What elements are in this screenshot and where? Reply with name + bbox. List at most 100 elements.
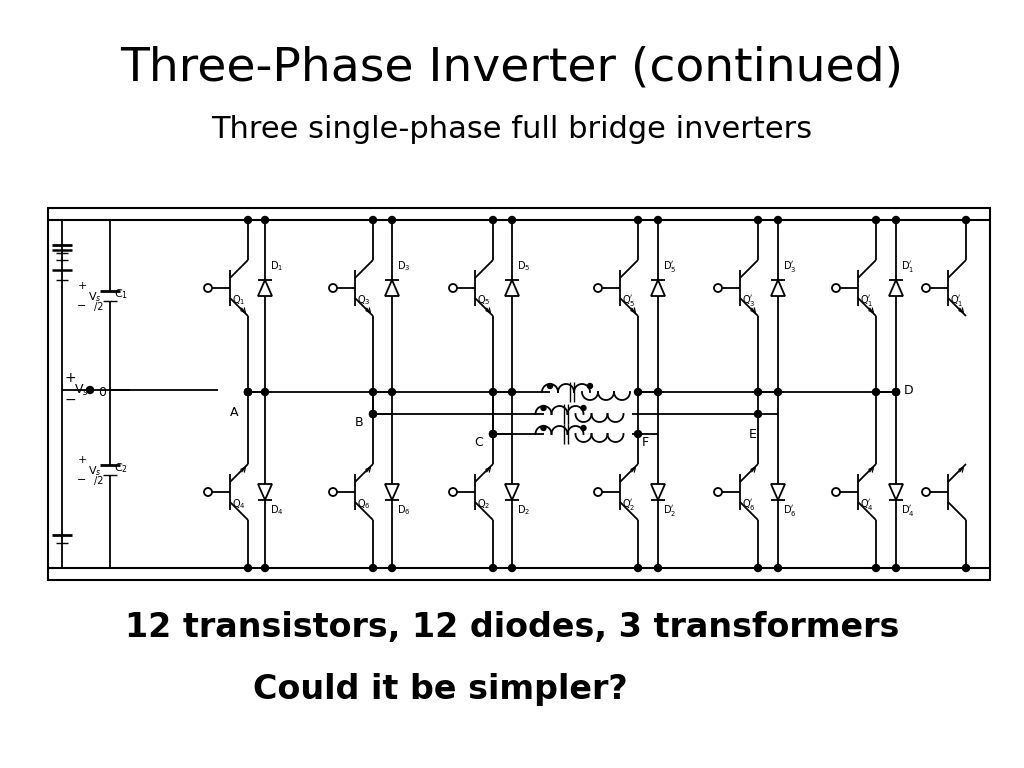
Text: D$_6$: D$_6$: [397, 503, 411, 517]
Circle shape: [922, 284, 930, 292]
Circle shape: [449, 488, 457, 496]
Text: −: −: [78, 301, 87, 311]
Text: A: A: [229, 406, 239, 419]
Circle shape: [329, 284, 337, 292]
Circle shape: [774, 217, 781, 223]
Text: Q$_4$: Q$_4$: [232, 497, 246, 511]
Text: Q$_3'$: Q$_3'$: [742, 293, 756, 308]
Circle shape: [261, 564, 268, 571]
Circle shape: [831, 488, 840, 496]
Circle shape: [581, 425, 586, 431]
Circle shape: [370, 217, 377, 223]
Bar: [48, 208, 990, 580]
Circle shape: [893, 564, 899, 571]
Circle shape: [588, 383, 593, 389]
Circle shape: [449, 284, 457, 292]
Text: D: D: [904, 383, 913, 396]
Text: D$_4'$: D$_4'$: [901, 502, 914, 518]
Text: V$_s$: V$_s$: [88, 290, 101, 304]
Circle shape: [774, 389, 781, 396]
Text: B: B: [354, 416, 364, 429]
Circle shape: [388, 564, 395, 571]
Circle shape: [654, 389, 662, 396]
Circle shape: [370, 389, 377, 396]
Circle shape: [963, 217, 970, 223]
Text: Three single-phase full bridge inverters: Three single-phase full bridge inverters: [211, 115, 813, 144]
Circle shape: [635, 431, 641, 438]
Circle shape: [388, 389, 395, 396]
Text: Q$_2$: Q$_2$: [477, 497, 490, 511]
Text: Q$_5'$: Q$_5'$: [622, 293, 636, 308]
Text: D$_3$: D$_3$: [397, 259, 411, 273]
Circle shape: [831, 284, 840, 292]
Circle shape: [388, 217, 395, 223]
Circle shape: [86, 386, 93, 393]
Circle shape: [893, 389, 899, 396]
Circle shape: [654, 564, 662, 571]
Circle shape: [635, 217, 641, 223]
Circle shape: [755, 389, 762, 396]
Text: Q$_2'$: Q$_2'$: [622, 497, 635, 512]
Circle shape: [714, 488, 722, 496]
Text: D$_2'$: D$_2'$: [663, 502, 676, 518]
Text: /2: /2: [94, 302, 103, 312]
Text: D$_1'$: D$_1'$: [901, 259, 914, 273]
Circle shape: [893, 217, 899, 223]
Circle shape: [893, 389, 899, 396]
Circle shape: [370, 411, 377, 418]
Circle shape: [370, 411, 377, 418]
Circle shape: [774, 564, 781, 571]
Circle shape: [245, 564, 252, 571]
Circle shape: [541, 425, 546, 431]
Circle shape: [245, 389, 252, 396]
Text: Q$_1'$: Q$_1'$: [950, 293, 964, 308]
Text: Three-Phase Inverter (continued): Three-Phase Inverter (continued): [121, 45, 903, 91]
Text: Q$_6$: Q$_6$: [357, 497, 371, 511]
Text: D$_1$: D$_1$: [270, 259, 284, 273]
Text: C$_2$: C$_2$: [114, 461, 128, 475]
Circle shape: [489, 389, 497, 396]
Text: −: −: [65, 393, 77, 407]
Circle shape: [245, 389, 252, 396]
Circle shape: [509, 217, 515, 223]
Circle shape: [872, 389, 880, 396]
Text: D$_4$: D$_4$: [270, 503, 284, 517]
Circle shape: [714, 284, 722, 292]
Circle shape: [204, 284, 212, 292]
Circle shape: [872, 217, 880, 223]
Text: F: F: [642, 436, 649, 449]
Text: 12 transistors, 12 diodes, 3 transformers: 12 transistors, 12 diodes, 3 transformer…: [125, 611, 899, 644]
Circle shape: [489, 431, 497, 438]
Text: Q$_1'$: Q$_1'$: [860, 293, 873, 308]
Text: Q$_3$: Q$_3$: [357, 293, 371, 306]
Text: 0: 0: [98, 386, 106, 399]
Text: /2: /2: [94, 476, 103, 486]
Text: V$_s$: V$_s$: [88, 464, 101, 478]
Circle shape: [370, 564, 377, 571]
Circle shape: [245, 389, 252, 396]
Circle shape: [872, 564, 880, 571]
Circle shape: [755, 411, 762, 418]
Circle shape: [548, 383, 553, 389]
Text: +: +: [78, 281, 87, 291]
Circle shape: [489, 431, 497, 438]
Circle shape: [261, 389, 268, 396]
Text: −: −: [78, 475, 87, 485]
Text: D$_3'$: D$_3'$: [783, 259, 797, 273]
Circle shape: [489, 564, 497, 571]
Circle shape: [922, 488, 930, 496]
Circle shape: [963, 564, 970, 571]
Circle shape: [581, 406, 586, 411]
Text: Q$_5$: Q$_5$: [477, 293, 490, 306]
Circle shape: [755, 564, 762, 571]
Circle shape: [594, 284, 602, 292]
Circle shape: [204, 488, 212, 496]
Circle shape: [541, 406, 546, 411]
Text: D$_2$: D$_2$: [517, 503, 530, 517]
Circle shape: [755, 217, 762, 223]
Circle shape: [245, 217, 252, 223]
Circle shape: [509, 564, 515, 571]
Circle shape: [594, 488, 602, 496]
Circle shape: [654, 217, 662, 223]
Text: E: E: [750, 428, 757, 441]
